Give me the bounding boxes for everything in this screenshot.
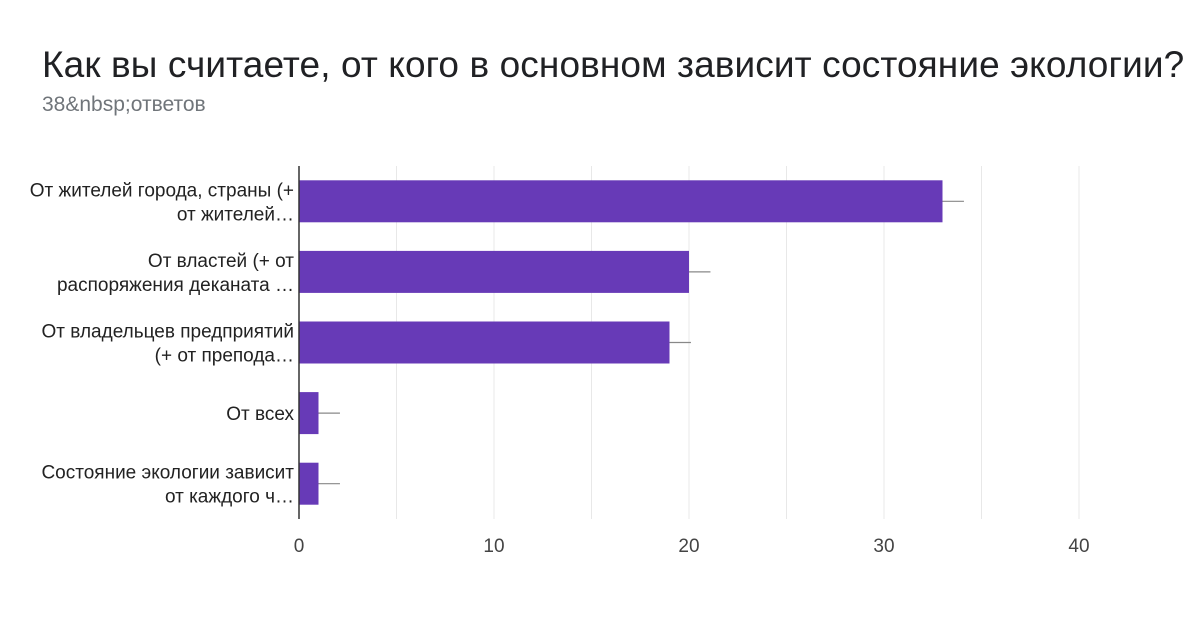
category-label: (+ от препода… (155, 346, 294, 367)
category-label: От всех (226, 404, 294, 425)
category-label: от жителей… (177, 204, 294, 225)
x-tick-label: 0 (294, 536, 305, 557)
category-label: От владельцев предприятий (42, 322, 294, 343)
category-label: распоряжения деканата … (57, 275, 294, 296)
x-tick-label: 20 (678, 536, 699, 557)
response-count: 38&nbsp;ответов (42, 93, 206, 116)
category-label: от каждого ч… (165, 487, 294, 508)
category-label: Состояние экологии зависит (41, 463, 294, 484)
bar (299, 462, 319, 505)
category-label: От жителей города, страны (+ (30, 180, 294, 201)
bar (299, 392, 319, 435)
bar (299, 180, 943, 223)
x-tick-label: 40 (1068, 536, 1089, 557)
x-tick-label: 10 (483, 536, 504, 557)
bar (299, 321, 670, 364)
category-label: От властей (+ от (148, 251, 294, 272)
chart-title: Как вы считаете, от кого в основном зави… (42, 44, 1185, 85)
bar (299, 250, 689, 293)
x-tick-label: 30 (873, 536, 894, 557)
